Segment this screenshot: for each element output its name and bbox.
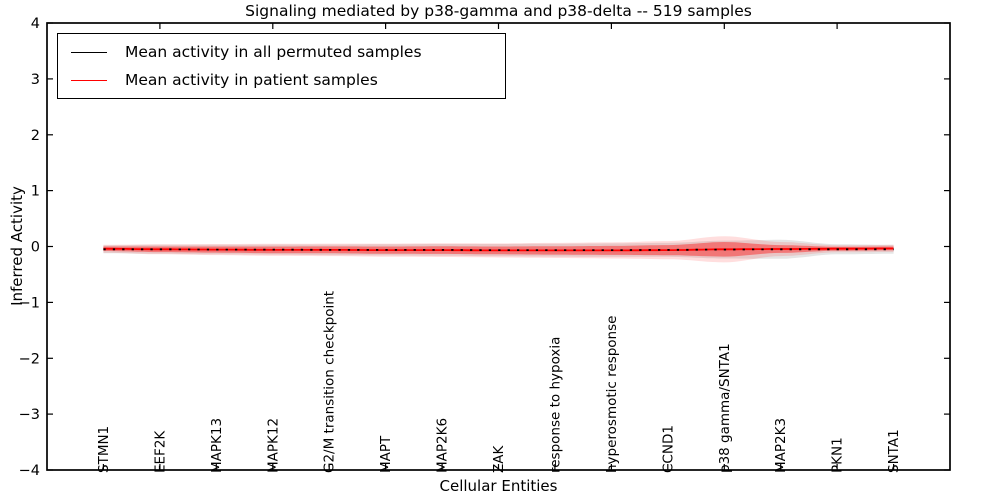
x-category-label: MAP2K6: [435, 418, 451, 473]
y-tick-label: −3: [19, 407, 40, 423]
legend-item-permuted: Mean activity in all permuted samples: [58, 43, 505, 61]
x-category-label: p38 gamma/SNTA1: [717, 343, 733, 473]
y-tick-label: 1: [31, 184, 40, 200]
permuted-mean-line: [103, 248, 894, 251]
x-category-label: CCND1: [660, 425, 676, 473]
y-tick-label: −4: [19, 463, 40, 479]
legend-item-patient: Mean activity in patient samples: [58, 71, 505, 89]
legend-label: Mean activity in all permuted samples: [125, 43, 422, 61]
x-category-label: G2/M transition checkpoint: [322, 291, 338, 473]
permuted-line-sample: [71, 51, 107, 53]
x-category-label: EEF2K: [152, 430, 168, 473]
x-category-label: hyperosmotic response: [604, 316, 620, 473]
x-category-label: response to hypoxia: [547, 337, 563, 473]
x-category-label: MAP2K3: [773, 418, 789, 473]
legend: Mean activity in all permuted samples Me…: [57, 33, 506, 99]
x-category-label: ZAK: [491, 445, 507, 473]
x-category-label: SNTA1: [886, 429, 902, 473]
x-category-label: STMN1: [96, 426, 112, 473]
x-axis-label: Cellular Entities: [439, 477, 558, 495]
x-category-label: MAPK13: [209, 418, 225, 473]
y-tick-label: 0: [31, 240, 40, 256]
x-category-label: MAPT: [378, 435, 394, 473]
y-tick-label: 2: [31, 128, 40, 144]
y-tick-label: 3: [31, 72, 40, 88]
y-tick-label: 4: [31, 16, 40, 32]
legend-label: Mean activity in patient samples: [125, 71, 378, 89]
patient-line-sample: [71, 79, 107, 81]
y-tick-label: −1: [19, 295, 40, 311]
x-category-label: MAPK12: [265, 418, 281, 473]
chart-title: Signaling mediated by p38-gamma and p38-…: [245, 2, 752, 20]
x-category-label: PKN1: [830, 437, 846, 473]
y-tick-label: −2: [19, 351, 40, 367]
